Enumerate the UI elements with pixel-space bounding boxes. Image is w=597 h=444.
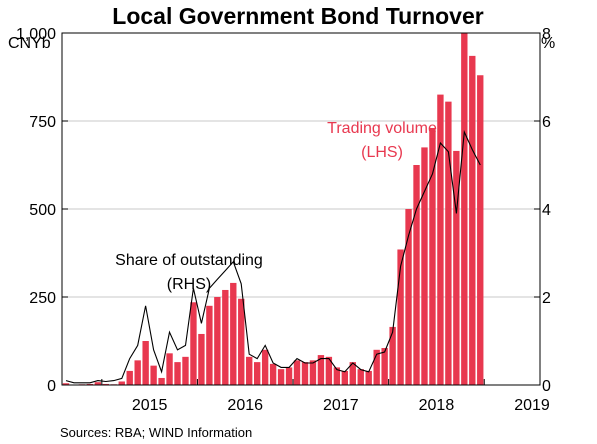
source-note: Sources: RBA; WIND Information [60,425,252,440]
share-of-outstanding-line [65,129,481,384]
trading-volume-bar [429,128,436,386]
trading-volume-bar [445,101,452,385]
trading-volume-bar [461,33,468,385]
left-tick-label: 500 [29,202,56,219]
trading-volume-bar [222,289,229,385]
trading-volume-bar [341,370,349,385]
trading-volume-annotation: Trading volume (LHS) [327,120,437,161]
trading-volume-bar [269,363,277,385]
trading-volume-bar [333,367,341,385]
trading-volume-bar [381,348,388,385]
trading-volume-bar [174,362,181,385]
trading-volume-annotation-line: (LHS) [361,144,403,161]
trading-volume-bars [62,33,484,386]
trading-volume-bar [102,383,110,385]
trading-volume-bar [126,370,133,385]
trading-volume-bar [301,362,309,385]
trading-volume-bar [357,369,364,385]
trading-volume-bar [150,365,157,385]
trading-volume-bar [469,55,476,385]
share-annotation-line: Share of outstanding [115,252,263,269]
right-tick-label: 0 [542,378,551,395]
trading-volume-bar [349,362,356,385]
trading-volume-bar [437,94,444,385]
x-tick-label: 2016 [227,397,263,414]
trading-volume-bar [198,333,205,385]
left-tick-label: 1,000 [16,26,56,43]
share-annotation: Share of outstanding (RHS) [115,252,263,293]
left-tick-label: 250 [29,290,56,307]
trading-volume-bar [309,360,317,385]
left-tick-label: 0 [47,378,56,395]
trading-volume-bar [118,381,125,385]
trading-volume-bar [182,356,189,385]
share-line-layer [65,129,481,384]
trading-volume-bar [206,305,213,385]
right-tick-label: 2 [542,290,551,307]
x-tick-label: 2018 [419,397,455,414]
trading-volume-bar [134,360,141,385]
right-axis-ticks: 0 2 4 6 8 [534,26,551,395]
trading-volume-bar [413,165,420,385]
trading-volume-bar [158,377,165,385]
trading-volume-bar [453,150,460,385]
trading-volume-bar [142,341,149,385]
trading-volume-bar [477,75,484,386]
trading-volume-bar [317,355,325,385]
trading-volume-bar [405,209,412,385]
trading-volume-bar [277,369,285,385]
x-tick-label: 2015 [132,397,168,414]
left-axis-ticks: 0 250 500 750 1,000 [16,26,68,395]
trading-volume-bar [285,367,293,385]
trading-volume-bar [190,302,197,385]
trading-volume-bar [389,326,396,385]
trading-volume-bar [246,356,253,385]
trading-volume-bar [86,383,94,385]
trading-volume-bar [261,349,269,385]
right-tick-label: 6 [542,114,551,131]
x-tick-label: 2017 [323,397,359,414]
trading-volume-bar [253,362,261,385]
right-unit-label: % [541,35,555,52]
trading-volume-bar [373,349,380,385]
trading-volume-bar [238,298,245,385]
chart-title: Local Government Bond Turnover [112,3,483,29]
right-tick-label: 4 [542,202,551,219]
trading-volume-bar [293,360,301,385]
trading-volume-bar [166,353,173,385]
trading-volume-bar [62,383,70,385]
trading-volume-bar [94,382,102,385]
x-axis-ticks: 2015 2016 2017 2018 2019 [101,379,550,414]
share-annotation-line: (RHS) [167,276,211,293]
trading-volume-bar [365,370,372,385]
right-tick-label: 8 [542,26,551,43]
trading-volume-bar [230,282,237,385]
trading-volume-bar [397,249,404,385]
left-tick-label: 750 [29,114,56,131]
trading-volume-bar [325,356,333,385]
left-unit-label: CNYb [8,35,51,52]
trading-volume-annotation-line: Trading volume [327,120,437,137]
trading-volume-bar [214,297,221,385]
trading-volume-bar [421,147,428,385]
x-tick-label: 2019 [514,397,550,414]
